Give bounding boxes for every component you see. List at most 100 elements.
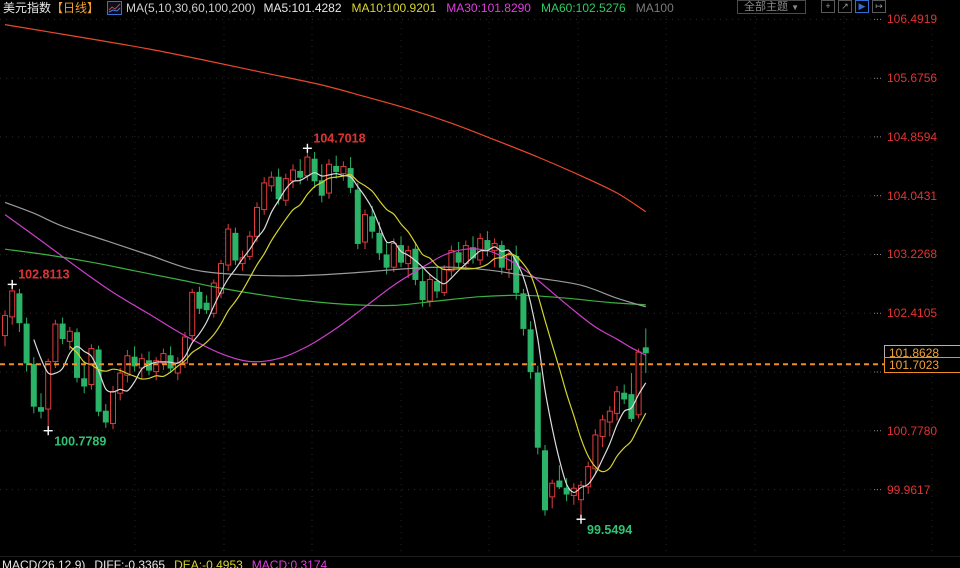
chart-toolbar: + ↗ ▶ ↦: [821, 0, 886, 13]
candle-up: [290, 169, 296, 182]
candle-up: [138, 358, 145, 369]
macd-params-label: MACD(26,12,9): [2, 558, 86, 568]
macd-dea-value: DEA:-0.4953: [174, 558, 243, 568]
ma-line-ma100: [4, 201, 646, 308]
candle-up: [261, 182, 268, 211]
candle-down: [30, 363, 37, 407]
extreme-price-annotation: 104.7018: [313, 131, 365, 145]
candle-down: [563, 487, 570, 495]
crosshair-icon[interactable]: +: [821, 0, 835, 13]
candle-up: [160, 353, 167, 364]
candle-down: [81, 378, 88, 387]
candle-down: [275, 176, 282, 200]
candle-down: [527, 329, 534, 373]
candle-down: [347, 168, 354, 188]
candle-down: [434, 281, 440, 292]
ma-value-label: MA5:101.4282: [263, 0, 342, 15]
last-price-badge: 101.8628: [884, 344, 960, 361]
candle-up: [614, 391, 620, 414]
candle-up: [635, 351, 642, 416]
candle-down: [232, 232, 239, 261]
candle-up: [218, 263, 224, 294]
candle-down: [59, 323, 66, 339]
ma-value-label: MA10:100.9201: [351, 0, 437, 15]
ma-line-ma10: [69, 173, 647, 473]
candle-down: [318, 180, 325, 196]
theme-dropdown-label: 全部主题: [744, 1, 789, 13]
ma-values: MA5:101.4282 MA10:100.9201 MA30:101.8290 MA…: [263, 1, 683, 15]
candle-up: [2, 314, 8, 337]
macd-readout: MACD(26,12,9) DIFF:-0.3365 DEA:-0.4953 M…: [0, 556, 960, 568]
symbol-title: 美元指数: [3, 1, 52, 15]
candle-up: [390, 242, 397, 268]
candle-down: [376, 232, 383, 254]
candle-up: [578, 484, 584, 501]
ma-group-label: MA(5,10,30,60,100,200): [126, 0, 256, 15]
candle-up: [405, 250, 412, 265]
play-forward-icon[interactable]: ▶: [855, 0, 869, 13]
candle-up: [254, 206, 260, 237]
candle-down: [542, 450, 548, 511]
candle-up: [225, 228, 232, 266]
ma-line-ma5: [33, 172, 647, 494]
axis-price-label: 103.2268: [887, 247, 938, 262]
candlestick-chart-icon[interactable]: [107, 0, 123, 15]
axis-price-label: 105.6756: [887, 71, 938, 86]
candle-up: [117, 372, 124, 394]
axis-price-label: 99.9617: [887, 482, 931, 497]
candle-down: [196, 291, 203, 309]
candle-up: [585, 466, 592, 488]
ma-value-label: MA60:102.5276: [540, 0, 626, 15]
axis-price-label: 102.4105: [887, 306, 938, 321]
macd-macd-value: MACD:0.3174: [251, 558, 328, 568]
ma-line-ma200: [4, 24, 647, 213]
candle-up: [110, 391, 116, 424]
candle-up: [606, 410, 613, 423]
candle-up: [362, 214, 368, 243]
candle-down: [520, 293, 527, 329]
candle-down: [131, 356, 138, 367]
theme-dropdown[interactable]: 全部主题 ▼: [737, 0, 806, 14]
candle-up: [66, 330, 73, 342]
axis-price-label: 106.4919: [887, 12, 938, 27]
candle-up: [304, 156, 311, 177]
candle-down: [419, 281, 426, 301]
candle-down: [484, 240, 491, 250]
zoom-extent-icon[interactable]: ↗: [838, 0, 852, 13]
candle-up: [9, 290, 16, 318]
candle-up: [426, 278, 433, 302]
candle-up: [52, 323, 59, 363]
candle-up: [549, 482, 556, 498]
axis-price-label: 100.7780: [887, 423, 938, 438]
candle-down: [534, 372, 541, 448]
candle-up: [182, 336, 188, 364]
candle-down: [38, 407, 44, 412]
candle-down: [398, 245, 404, 263]
candle-down: [203, 302, 210, 311]
candle-up: [340, 165, 347, 175]
candle-up: [599, 419, 606, 437]
chart-header: 美元指数 【日线】 MA(5,10,30,60,100,200) MA5:101.…: [0, 0, 960, 15]
candle-down: [333, 165, 340, 172]
candle-down: [621, 392, 628, 400]
candle-down: [556, 480, 563, 488]
candle-down: [102, 410, 109, 423]
candle-down: [16, 293, 23, 324]
candle-down: [23, 323, 30, 364]
axis-price-label: 104.8594: [887, 129, 938, 144]
extreme-price-annotation: 100.7789: [54, 435, 106, 449]
ma-line-ma60: [4, 248, 646, 307]
candle-down: [311, 158, 318, 182]
candle-up: [124, 355, 131, 376]
extreme-price-annotation: 102.8113: [18, 267, 69, 281]
candle-down: [369, 216, 376, 232]
period-label: 【日线】: [51, 1, 100, 15]
candle-up: [462, 245, 469, 265]
candle-up: [441, 268, 448, 293]
candle-down: [354, 189, 361, 244]
candle-up: [448, 250, 455, 272]
axis-price-label: 104.0431: [887, 188, 938, 203]
step-right-icon[interactable]: ↦: [872, 0, 886, 13]
